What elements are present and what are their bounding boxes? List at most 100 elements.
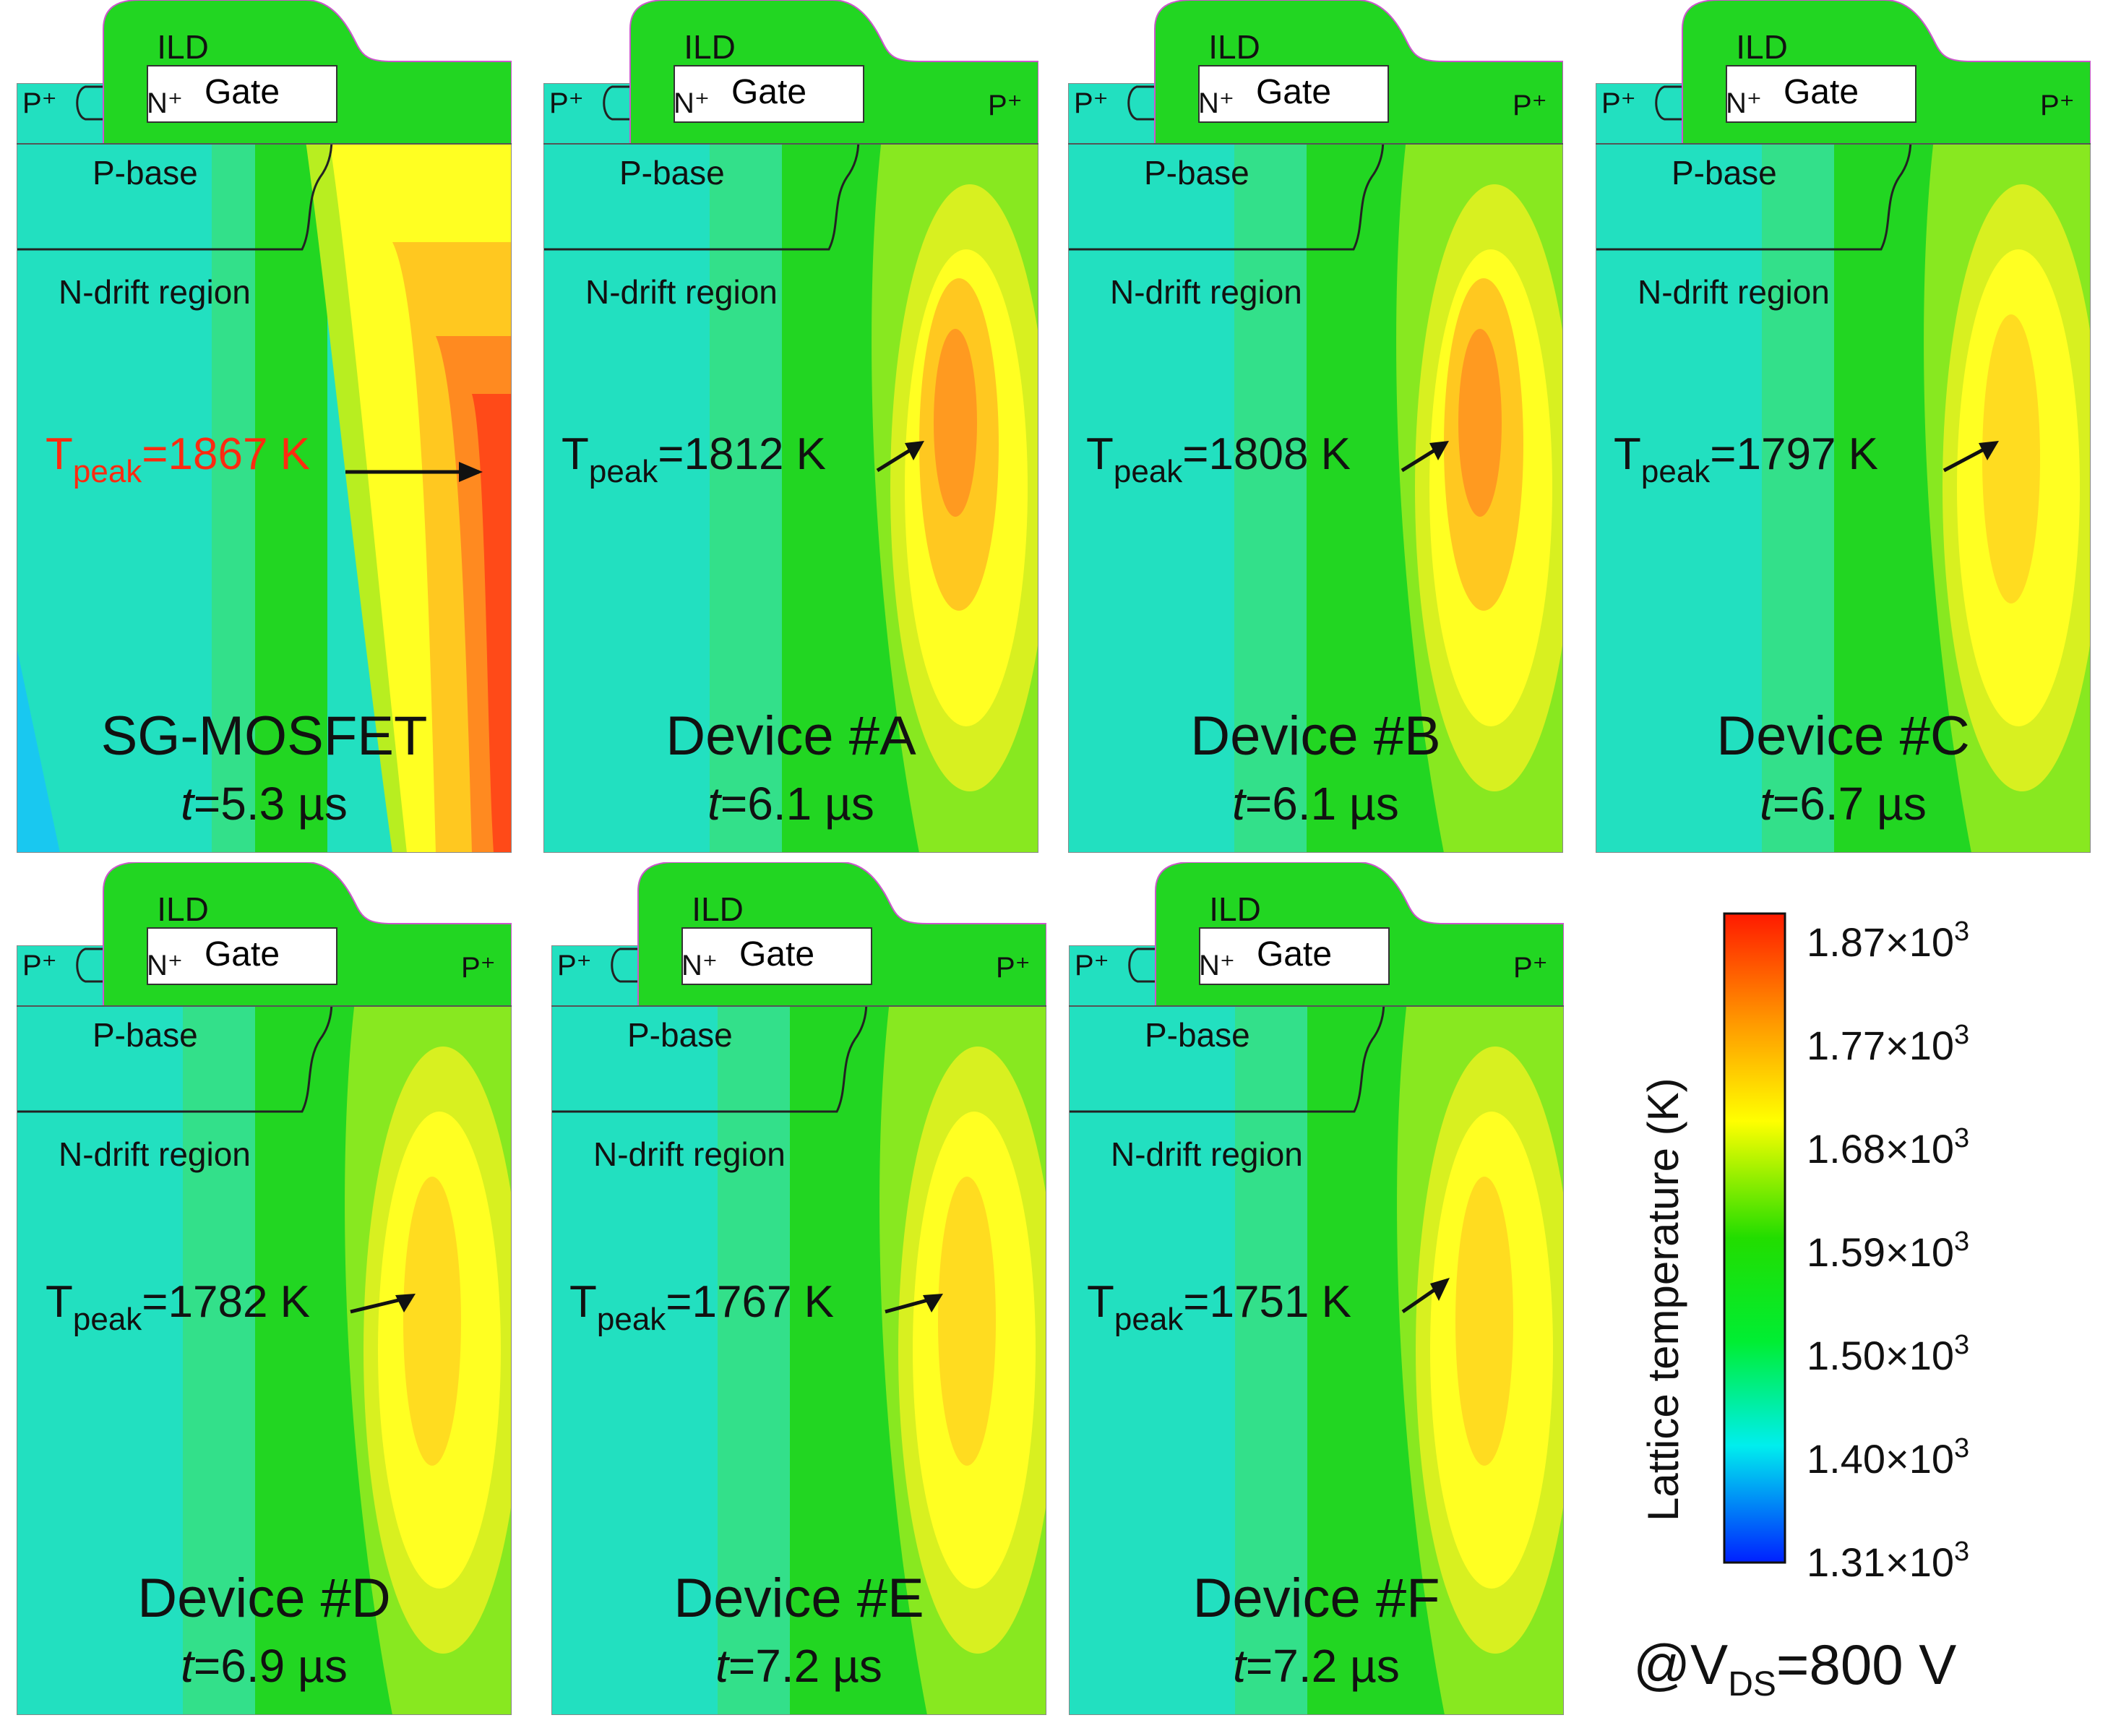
device-name: Device #B [1190, 705, 1441, 767]
ild-label: ILD [157, 28, 209, 66]
n-plus-label: N⁺ [1726, 87, 1762, 119]
gate-label: Gate [204, 935, 280, 974]
n-drift-label: N-drift region [59, 1135, 251, 1173]
tpeak-label: Tpeak=1797 K [1614, 429, 1879, 489]
p-plus-right: P⁺ [1513, 952, 1548, 984]
gate-label: Gate [1783, 73, 1859, 111]
colorbar-legend: Lattice temperature (K) 1.87×103 1.77×103… [1612, 903, 2108, 1732]
ild-label: ILD [157, 890, 209, 928]
device-panel: ILD Gate P⁺ N⁺ P⁺ P-base N-drift region … [543, 0, 1038, 853]
device-name: Device #D [137, 1568, 391, 1629]
time-label: t=6.1 µs [707, 778, 874, 830]
ild-label: ILD [1209, 890, 1261, 928]
device-name: SG-MOSFET [100, 705, 428, 767]
p-plus-left: P⁺ [549, 87, 584, 119]
device-name: Device #C [1716, 705, 1970, 767]
ild-label: ILD [1736, 28, 1788, 66]
device-name: Device #E [674, 1568, 924, 1629]
device-panel: ILD Gate P⁺ N⁺ P-base N-drift region Tpe… [17, 0, 512, 853]
p-plus-left: P⁺ [1074, 87, 1109, 119]
p-plus-left: P⁺ [22, 87, 57, 119]
tpeak-label: Tpeak=1812 K [562, 429, 827, 489]
time-label: t=6.1 µs [1232, 778, 1399, 830]
time-label: t=6.7 µs [1760, 778, 1927, 830]
bias-value: =800 V [1776, 1633, 1957, 1696]
tpeak-label: Tpeak=1751 K [1087, 1277, 1352, 1337]
device-panel: ILD Gate P⁺ N⁺ P⁺ P-base N-drift region … [1069, 862, 1564, 1715]
n-plus-label: N⁺ [674, 87, 710, 119]
device-panel: ILD Gate P⁺ N⁺ P⁺ P-base N-drift region … [1596, 0, 2091, 853]
p-plus-right: P⁺ [996, 952, 1031, 984]
n-drift-label: N-drift region [593, 1135, 786, 1173]
tpeak-label: Tpeak=1808 K [1086, 429, 1351, 489]
gate-box: Gate [147, 927, 337, 985]
p-base-label: P-base [93, 1016, 198, 1054]
colorbar-title: Lattice temperature (K) [1639, 1078, 1687, 1521]
p-plus-right: P⁺ [988, 90, 1023, 121]
p-plus-right: P⁺ [461, 952, 496, 984]
device-contour-5 [551, 945, 1046, 1715]
gate-label: Gate [1256, 935, 1333, 974]
p-plus-left: P⁺ [1075, 950, 1109, 981]
gate-label: Gate [1255, 73, 1332, 111]
gate-box: Gate [147, 65, 337, 123]
p-plus-left: P⁺ [557, 950, 592, 981]
n-drift-label: N-drift region [1110, 273, 1302, 311]
bias-prefix: @V [1633, 1633, 1729, 1696]
colorbar-tick-label: 1.50×103 [1807, 1330, 1970, 1378]
time-label: t=7.2 µs [1233, 1640, 1400, 1692]
device-contour-6 [1069, 945, 1564, 1715]
gate-box: Gate [1198, 65, 1389, 123]
time-label: t=7.2 µs [715, 1640, 882, 1692]
device-name: Device #A [666, 705, 916, 767]
gate-box: Gate [1199, 927, 1390, 985]
p-base-label: P-base [1145, 1016, 1250, 1054]
device-panel: ILD Gate P⁺ N⁺ P⁺ P-base N-drift region … [17, 862, 512, 1715]
p-base-label: P-base [1144, 154, 1249, 192]
n-plus-label: N⁺ [681, 950, 718, 981]
colorbar-tick-label: 1.31×103 [1807, 1537, 1970, 1585]
device-panel: ILD Gate P⁺ N⁺ P⁺ P-base N-drift region … [1068, 0, 1563, 853]
gate-label: Gate [739, 935, 815, 974]
colorbar-svg [1723, 912, 1786, 1564]
device-contour-0 [17, 83, 512, 853]
device-name: Device #F [1192, 1568, 1440, 1629]
n-drift-label: N-drift region [1111, 1135, 1303, 1173]
time-label: t=6.9 µs [181, 1640, 348, 1692]
tpeak-label: Tpeak=1782 K [46, 1277, 311, 1337]
n-drift-label: N-drift region [59, 273, 251, 311]
p-plus-right: P⁺ [1513, 90, 1547, 121]
n-drift-label: N-drift region [585, 273, 778, 311]
colorbar-tick-label: 1.87×103 [1807, 916, 1970, 965]
device-contour-4 [17, 945, 512, 1715]
colorbar-gradient [1723, 912, 1786, 1564]
gate-box: Gate [1726, 65, 1916, 123]
gate-box: Gate [674, 65, 864, 123]
n-drift-label: N-drift region [1638, 273, 1830, 311]
tpeak-label: Tpeak=1867 K [46, 429, 311, 489]
p-base-label: P-base [619, 154, 725, 192]
ild-label: ILD [1208, 28, 1260, 66]
colorbar-tick-label: 1.59×103 [1807, 1226, 1970, 1275]
p-base-label: P-base [1672, 154, 1777, 192]
ild-label: ILD [692, 890, 744, 928]
device-panel: ILD Gate P⁺ N⁺ P⁺ P-base N-drift region … [551, 862, 1046, 1715]
p-plus-left: P⁺ [1601, 87, 1636, 119]
bias-condition: @VDS=800 V [1633, 1632, 1956, 1704]
gate-label: Gate [731, 73, 807, 111]
ild-label: ILD [684, 28, 736, 66]
n-plus-label: N⁺ [147, 950, 183, 981]
p-base-label: P-base [627, 1016, 733, 1054]
time-label: t=5.3 µs [181, 778, 348, 830]
tpeak-label: Tpeak=1767 K [569, 1277, 835, 1337]
colorbar-tick-label: 1.68×103 [1807, 1123, 1970, 1172]
p-plus-left: P⁺ [22, 950, 57, 981]
colorbar-tick-label: 1.77×103 [1807, 1020, 1970, 1068]
n-plus-label: N⁺ [1199, 950, 1235, 981]
n-plus-label: N⁺ [1198, 87, 1234, 119]
p-base-label: P-base [93, 154, 198, 192]
gate-box: Gate [681, 927, 872, 985]
p-plus-right: P⁺ [2040, 90, 2075, 121]
bias-sub: DS [1728, 1665, 1776, 1703]
colorbar-tick-label: 1.40×103 [1807, 1433, 1970, 1482]
